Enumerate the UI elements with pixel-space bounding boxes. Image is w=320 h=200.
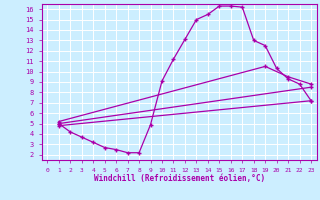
X-axis label: Windchill (Refroidissement éolien,°C): Windchill (Refroidissement éolien,°C) — [94, 174, 265, 183]
